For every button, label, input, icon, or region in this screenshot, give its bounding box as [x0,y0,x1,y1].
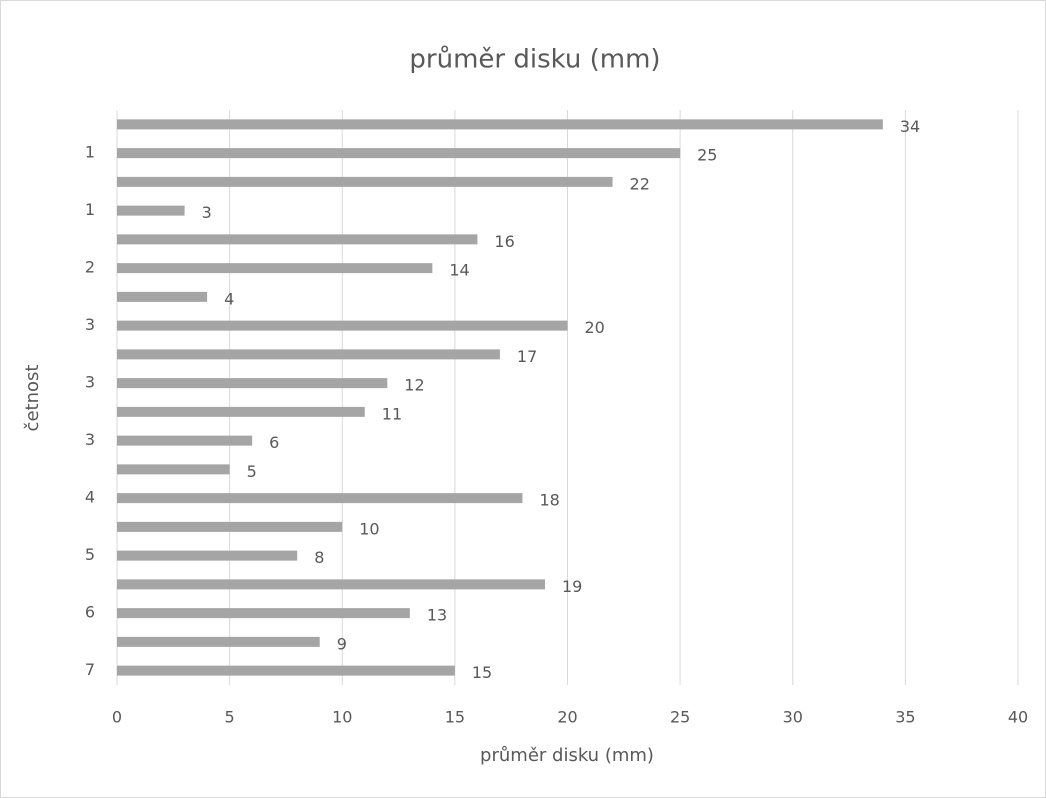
data-label: 6 [269,433,279,452]
chart-title: průměr disku (mm) [409,45,660,75]
data-label: 3 [202,203,212,222]
x-tick-label: 30 [783,708,803,727]
y-tick-label: 7 [85,660,95,679]
bar [117,521,343,532]
bar [117,579,545,590]
data-label: 5 [247,462,257,481]
x-tick-label: 20 [557,708,577,727]
y-tick-label: 5 [85,545,95,564]
y-tick-label: 6 [85,603,95,622]
data-label: 13 [427,606,447,625]
x-tick-label: 15 [445,708,465,727]
y-tick-label: 3 [85,373,95,392]
bar [117,176,613,187]
x-tick-label: 0 [112,708,122,727]
bar [117,608,410,619]
x-tick-label: 25 [670,708,690,727]
data-label: 9 [337,634,347,653]
bar [117,378,388,389]
x-axis-label: průměr disku (mm) [480,745,654,766]
y-tick-label: 1 [85,200,95,219]
data-label: 25 [697,146,717,165]
data-label: 10 [359,519,379,538]
data-label: 14 [449,261,469,280]
y-tick-label: 2 [85,258,95,277]
bar [117,493,523,504]
data-label: 11 [382,404,402,423]
data-label: 17 [517,347,537,366]
data-label: 15 [472,663,492,682]
data-label: 8 [314,548,324,567]
bar [117,291,208,302]
y-tick-label: 3 [85,315,95,334]
x-tick-label: 40 [1008,708,1028,727]
data-label: 22 [630,174,650,193]
data-label: 18 [539,491,559,510]
data-label: 4 [224,289,234,308]
data-label: 16 [494,232,514,251]
bar [117,464,230,475]
data-label: 20 [585,318,605,337]
data-label: 19 [562,577,582,596]
x-tick-label: 10 [332,708,352,727]
bar [117,148,681,159]
y-tick-label: 1 [85,143,95,162]
bar [117,636,320,647]
y-tick-label: 4 [85,488,95,507]
x-tick-label: 35 [895,708,915,727]
bar [117,320,568,331]
y-axis-label: četnost [22,365,43,432]
bar [117,550,298,561]
bar [117,406,365,417]
bar [117,205,185,216]
y-tick-label: 3 [85,430,95,449]
bar [117,349,500,360]
bar [117,435,253,446]
bar [117,234,478,245]
bar [117,263,433,274]
data-label: 34 [900,117,920,136]
bar [117,119,883,130]
x-tick-label: 5 [225,708,235,727]
data-label: 12 [404,376,424,395]
bar [117,665,455,676]
